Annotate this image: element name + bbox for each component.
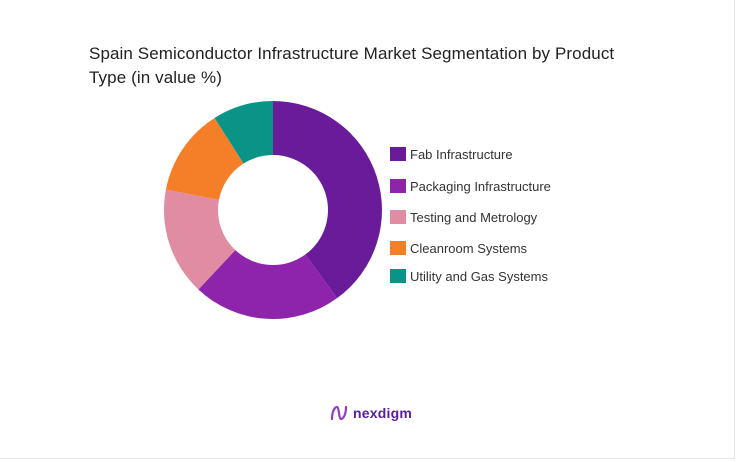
donut-slice-cleanroom-systems	[165, 117, 244, 200]
brand-name: nexdigm	[353, 405, 412, 421]
legend-item: Cleanroom Systems	[390, 240, 527, 256]
donut-slice-testing-and-metrology	[164, 189, 236, 290]
legend-label: Utility and Gas Systems	[410, 268, 548, 284]
legend-item: Testing and Metrology	[390, 209, 537, 225]
legend-item: Utility and Gas Systems	[390, 268, 548, 284]
legend-label: Testing and Metrology	[410, 209, 538, 225]
nexdigm-logo-icon	[330, 405, 348, 421]
legend-swatch	[390, 147, 406, 161]
legend-label: Cleanroom Systems	[410, 240, 528, 256]
brand-logo: nexdigm	[329, 403, 412, 423]
legend-swatch	[390, 241, 406, 255]
legend-label: Fab Infrastructure	[410, 146, 513, 162]
donut-slice-fab-infrastructure	[273, 101, 382, 299]
legend-label: Packaging Infrastructure	[410, 178, 551, 194]
legend-swatch	[390, 210, 406, 224]
legend-item: Packaging Infrastructure	[390, 178, 551, 194]
donut-slice-packaging-infrastructure	[198, 250, 338, 319]
chart-title: Spain Semiconductor Infrastructure Marke…	[89, 44, 615, 87]
donut-slice-utility-and-gas-systems	[214, 101, 273, 164]
legend-swatch	[390, 179, 406, 193]
legend-item: Fab Infrastructure	[390, 146, 513, 162]
legend-swatch	[390, 269, 406, 283]
